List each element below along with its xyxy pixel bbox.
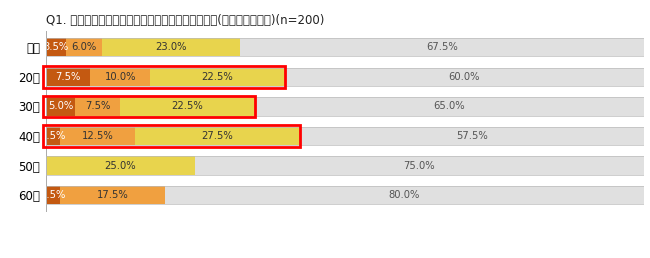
Bar: [255, 97, 644, 116]
Text: 3.5%: 3.5%: [44, 42, 69, 52]
Bar: [46, 127, 644, 145]
Text: 65.0%: 65.0%: [434, 101, 465, 111]
Bar: [46, 97, 644, 116]
Text: 67.5%: 67.5%: [426, 42, 458, 52]
Text: 6.0%: 6.0%: [72, 42, 97, 52]
Bar: [46, 186, 644, 204]
Bar: [60, 127, 135, 145]
Bar: [46, 68, 90, 86]
Bar: [46, 157, 195, 175]
Text: 10.0%: 10.0%: [105, 72, 136, 82]
Text: 57.5%: 57.5%: [456, 131, 488, 141]
Bar: [150, 68, 285, 86]
Bar: [46, 186, 60, 204]
Bar: [46, 68, 644, 86]
Text: 23.0%: 23.0%: [155, 42, 187, 52]
Bar: [240, 38, 644, 57]
Bar: [285, 68, 644, 86]
Text: 2.5%: 2.5%: [40, 190, 66, 200]
Bar: [60, 186, 165, 204]
Text: 80.0%: 80.0%: [389, 190, 420, 200]
Text: 22.5%: 22.5%: [172, 101, 203, 111]
Text: 60.0%: 60.0%: [448, 72, 480, 82]
Bar: [120, 97, 255, 116]
Text: 25.0%: 25.0%: [105, 161, 136, 171]
Bar: [46, 127, 60, 145]
Text: 27.5%: 27.5%: [202, 131, 233, 141]
Bar: [43, 96, 255, 117]
Text: 5.0%: 5.0%: [48, 101, 73, 111]
Bar: [43, 66, 285, 87]
Bar: [90, 68, 150, 86]
Bar: [43, 125, 300, 147]
Text: 2.5%: 2.5%: [40, 131, 66, 141]
Bar: [75, 97, 120, 116]
Bar: [46, 38, 66, 57]
Text: 7.5%: 7.5%: [85, 101, 111, 111]
Text: Q1. あなたはフェムケアについて知っていますか？(単数回答選択式)(n=200): Q1. あなたはフェムケアについて知っていますか？(単数回答選択式)(n=200…: [46, 14, 324, 27]
Bar: [195, 157, 644, 175]
Text: 7.5%: 7.5%: [55, 72, 81, 82]
Text: 12.5%: 12.5%: [82, 131, 114, 141]
Bar: [135, 127, 300, 145]
Text: 75.0%: 75.0%: [404, 161, 435, 171]
Bar: [46, 38, 644, 57]
Text: 22.5%: 22.5%: [202, 72, 233, 82]
Bar: [165, 186, 644, 204]
Bar: [300, 127, 644, 145]
Text: 17.5%: 17.5%: [97, 190, 129, 200]
Bar: [102, 38, 240, 57]
Bar: [66, 38, 102, 57]
Bar: [46, 157, 644, 175]
Bar: [46, 97, 75, 116]
